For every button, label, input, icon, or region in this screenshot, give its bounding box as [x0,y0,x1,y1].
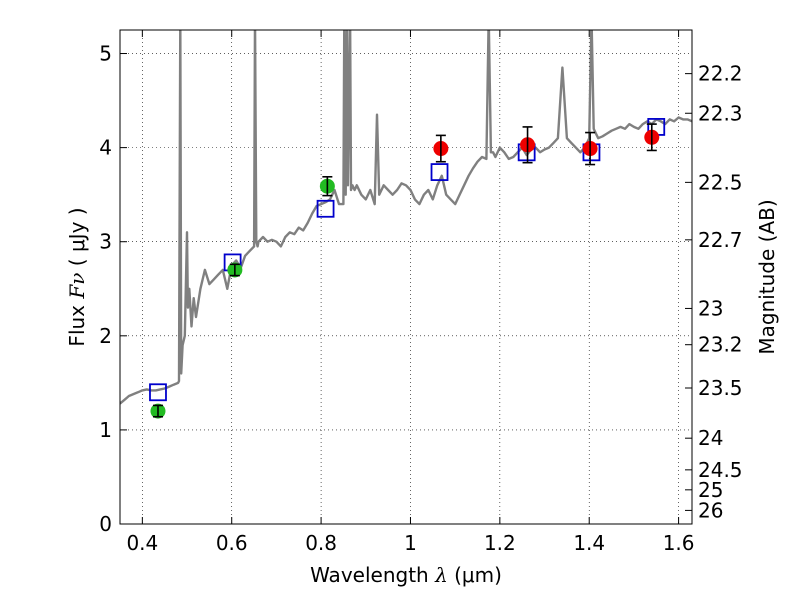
mag-tick-label: 22.3 [698,101,743,125]
x-tick-label: 1.6 [663,531,695,555]
grid-layer [120,30,692,525]
y2-axis-label: Magnitude (AB) [755,199,779,354]
mag-tick-label: 24 [698,426,723,450]
mag-tick-label: 26 [698,498,723,522]
mag-tick-label: 22.7 [698,228,743,252]
x-tick-label: 1.2 [484,531,516,555]
plot-frame [119,29,693,525]
mag-tick-label: 23.2 [698,333,743,357]
x-tick-label: 0.8 [305,531,337,555]
tick-layer: 0.4 0.6 0.8 1 1.2 1.4 1.601234522.222.322.522.… [99,30,743,555]
y-tick-label: 0 [99,512,112,536]
model-photometry-square [430,163,449,181]
x-tick-label: 0.6 [216,531,248,555]
model-photometry-square [149,383,167,402]
y-tick-label: 3 [99,230,112,254]
mag-tick-label: 23 [698,296,723,320]
model-photometry-square [316,199,335,218]
model-spectrum-line [120,30,692,405]
x-tick-label: 1 [404,531,417,555]
spectrum-layer [120,30,692,405]
y-tick-label: 1 [99,418,112,442]
y-tick-label: 5 [99,42,112,66]
mag-tick-label: 23.5 [698,376,743,400]
points-layer [149,118,666,419]
mag-tick-label: 22.2 [698,62,743,86]
x-tick-label: 0.4 [126,531,158,555]
mag-tick-label: 24.5 [698,458,743,482]
x-axis-label: Wavelength λ (μm) [310,563,502,587]
x-tick-label: 1.4 [573,531,605,555]
y-tick-label: 4 [99,136,112,160]
mag-tick-label: 25 [698,478,723,502]
mag-tick-label: 22.5 [698,170,743,194]
y-axis-label: Flux Fν ( μJy ) [65,207,89,346]
y-tick-label: 2 [99,324,112,348]
